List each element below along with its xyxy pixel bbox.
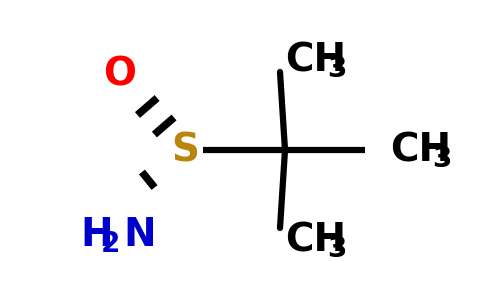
Text: N: N xyxy=(123,216,156,254)
Text: H: H xyxy=(80,216,113,254)
Text: 2: 2 xyxy=(101,230,121,258)
Text: 3: 3 xyxy=(432,145,452,173)
Text: 3: 3 xyxy=(327,235,347,263)
Text: O: O xyxy=(104,56,136,94)
Text: 3: 3 xyxy=(327,55,347,83)
Text: CH: CH xyxy=(285,41,346,79)
Text: S: S xyxy=(171,131,199,169)
Text: CH: CH xyxy=(285,221,346,259)
Text: CH: CH xyxy=(390,131,451,169)
